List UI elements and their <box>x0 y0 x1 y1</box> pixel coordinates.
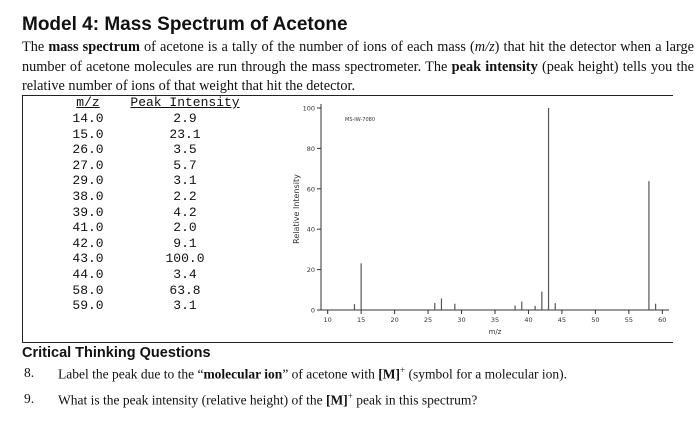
table-cell: 44.0 <box>72 267 104 282</box>
x-tick-label: 40 <box>524 316 532 324</box>
y-tick-label: 60 <box>307 185 315 193</box>
frame <box>22 95 673 343</box>
x-axis-label: m/z <box>489 328 502 336</box>
text-run: of acetone is a tally of the number of i… <box>139 39 475 55</box>
text-run: + <box>400 365 406 375</box>
intro: The mass spectrum of acetone is a tally … <box>22 38 694 97</box>
text-run: [M] <box>378 366 401 382</box>
table-cell: 2.9 <box>173 111 197 126</box>
y-tick-label: 20 <box>307 266 315 274</box>
question-text: What is the peak intensity (relative hei… <box>58 391 477 409</box>
text-run: (symbol for a molecular ion). <box>405 366 568 382</box>
table-cell: 2.2 <box>173 189 197 204</box>
x-tick-label: 35 <box>491 316 499 324</box>
table-cell: 43.0 <box>72 251 104 267</box>
x-tick-label: 50 <box>591 316 599 324</box>
table-cell: 2.0 <box>173 220 197 236</box>
table-cell: 39.0 <box>72 204 104 220</box>
text-run: The <box>22 39 49 55</box>
table-cell: 26.0 <box>72 142 104 158</box>
y-tick-label: 0 <box>311 307 315 315</box>
x-tick-label: 25 <box>424 316 432 324</box>
text-run: (peak height) tells you the relative num… <box>22 58 694 95</box>
x-tick-label: 20 <box>390 316 398 324</box>
x-tick-label: 15 <box>357 316 365 324</box>
text-run: ” of acetone with <box>282 366 379 382</box>
table-cell: 63.8 <box>169 282 201 298</box>
table-cell: 100.0 <box>165 251 205 267</box>
table-header: m/z <box>76 95 100 110</box>
x-tick-label: 30 <box>457 316 465 324</box>
text-run: What is the peak intensity (relative hei… <box>58 392 327 408</box>
table-cell: 42.0 <box>72 235 104 251</box>
table-cell: 27.0 <box>72 157 104 173</box>
table-cell: 3.5 <box>173 142 197 158</box>
question-number: 8. <box>24 365 35 380</box>
x-tick-label: 45 <box>558 316 566 324</box>
question-text: Label the peak due to the “molecular ion… <box>58 365 567 383</box>
table-cell: 3.1 <box>173 298 197 314</box>
question-number: 9. <box>24 391 35 406</box>
table-cell: 23.1 <box>169 126 201 142</box>
table-cell: 5.7 <box>173 157 197 173</box>
y-tick-label: 40 <box>307 226 315 234</box>
text-run: peak in this spectrum? <box>352 392 478 408</box>
x-tick-label: 60 <box>658 316 666 324</box>
x-tick-label: 55 <box>625 316 633 324</box>
text-run: ) that hit the detector when a large num… <box>22 39 694 75</box>
table-cell: 9.1 <box>173 235 197 251</box>
table-cell: 3.1 <box>173 173 197 189</box>
questions-heading: Critical Thinking Questions <box>22 345 211 361</box>
table-cell: 59.0 <box>72 298 104 314</box>
text-run: m/z <box>474 39 495 55</box>
text-run: + <box>347 391 353 401</box>
table-cell: 3.4 <box>173 267 197 282</box>
text-run: molecular ion <box>203 366 283 382</box>
table-cell: 38.0 <box>72 189 104 204</box>
y-tick-label: 80 <box>307 145 315 153</box>
title: Model 4: Mass Spectrum of Acetone <box>22 14 348 35</box>
table-cell: 29.0 <box>72 173 104 189</box>
text-run: peak intensity <box>451 58 538 75</box>
text-run: Label the peak due to the “ <box>58 366 204 382</box>
y-axis-label: Relative Intensity <box>292 174 301 244</box>
table-cell: 58.0 <box>72 282 104 298</box>
table-cell: 41.0 <box>72 220 104 236</box>
x-tick-label: 10 <box>324 316 332 324</box>
table-header: Peak Intensity <box>130 95 240 110</box>
text-run: mass spectrum <box>48 39 140 55</box>
y-tick-label: 100 <box>303 105 315 113</box>
text-run: [M] <box>326 392 348 408</box>
chart-label: MS-IW-7080 <box>345 117 375 123</box>
table-cell: 14.0 <box>72 111 104 126</box>
table-cell: 15.0 <box>72 126 104 142</box>
table-cell: 4.2 <box>173 204 197 220</box>
